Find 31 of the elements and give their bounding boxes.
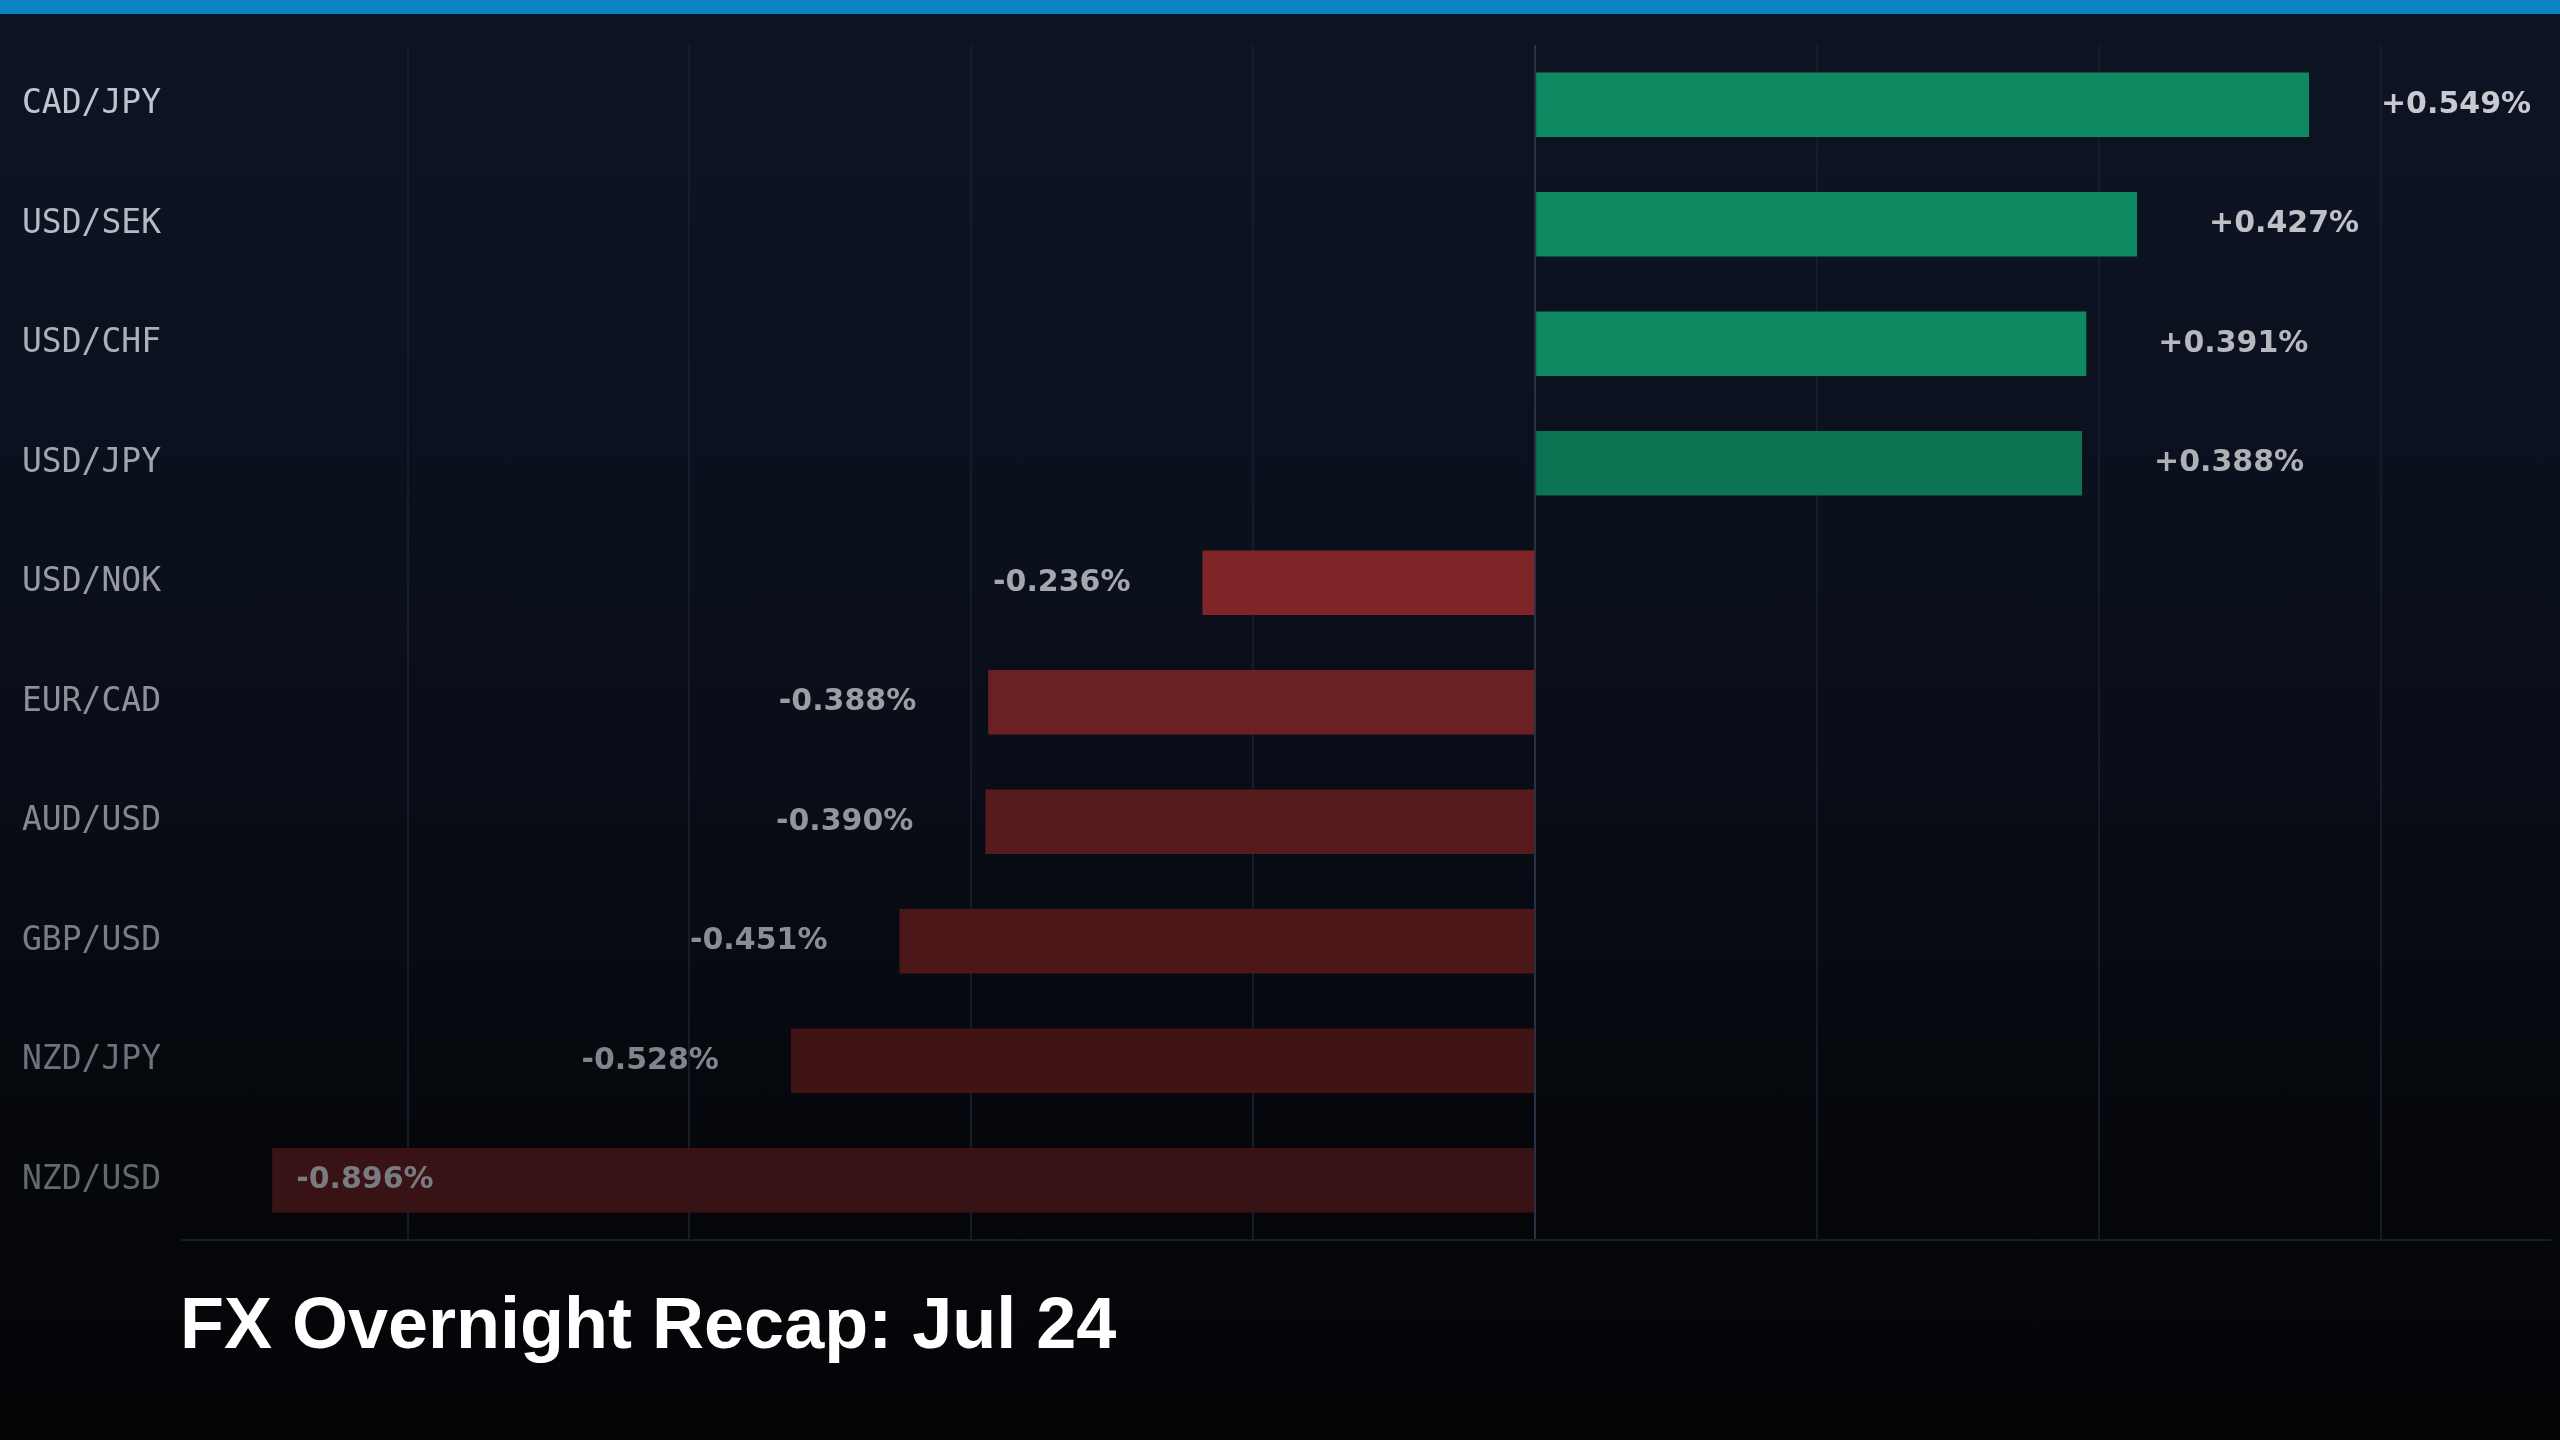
y-tick-label: EUR/CAD — [22, 679, 162, 719]
y-tick-label: USD/JPY — [22, 440, 162, 480]
data-label: +0.388% — [2154, 443, 2305, 479]
data-label: +0.427% — [2209, 204, 2360, 240]
y-tick-label: NZD/JPY — [22, 1038, 162, 1078]
data-label: +0.549% — [2380, 84, 2532, 120]
y-tick-label: AUD/USD — [22, 799, 162, 839]
y-tick-label: GBP/USD — [22, 918, 162, 958]
bar — [272, 1147, 1535, 1213]
data-label: -0.451% — [690, 921, 828, 957]
data-label: -0.390% — [776, 801, 914, 837]
bar — [988, 669, 1535, 735]
text: FX Overnight Recap: Jul 24 — [180, 1282, 1117, 1365]
data-label: -0.236% — [993, 562, 1131, 598]
bar — [1536, 72, 2309, 138]
y-tick-label: USD/CHF — [22, 321, 162, 361]
data-label: -0.388% — [778, 682, 917, 718]
y-tick-label: USD/NOK — [22, 560, 162, 600]
bar — [899, 908, 1535, 974]
data-label: -0.528% — [581, 1040, 719, 1076]
bar — [1202, 550, 1535, 616]
y-tick-label: USD/SEK — [22, 201, 162, 241]
bar — [790, 1028, 1535, 1094]
y-tick-label: CAD/JPY — [22, 82, 162, 122]
data-label: +0.391% — [2158, 323, 2309, 359]
bar — [1536, 311, 2087, 377]
data-label: -0.896% — [296, 1160, 434, 1196]
y-tick-label: NZD/USD — [22, 1157, 162, 1197]
bar — [1536, 430, 2083, 496]
bar — [1536, 191, 2138, 257]
bar — [985, 789, 1535, 855]
